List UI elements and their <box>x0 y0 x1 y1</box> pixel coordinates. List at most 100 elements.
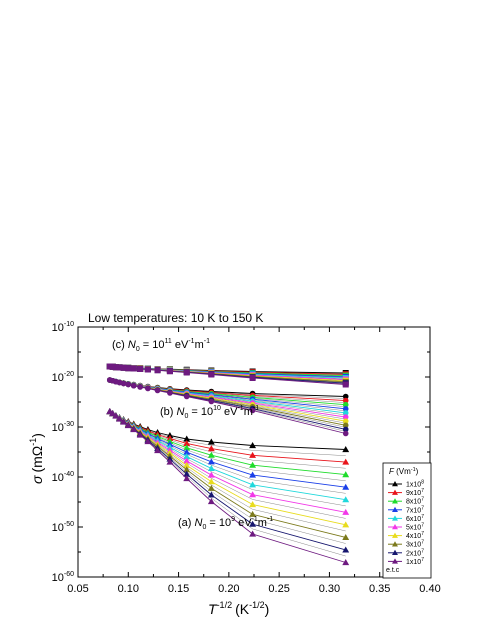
x-tick-label: 0.40 <box>419 583 440 595</box>
data-point <box>144 366 151 373</box>
legend-swatch-marker <box>392 524 398 530</box>
x-tick-label: 0.10 <box>118 583 139 595</box>
data-point <box>249 442 257 449</box>
legend-label: 8x107 <box>406 497 424 506</box>
data-point <box>249 481 257 488</box>
data-point <box>342 458 350 465</box>
legend-swatch-marker <box>392 481 398 487</box>
legend-box <box>382 462 432 579</box>
x-tick-label: 0.35 <box>369 583 390 595</box>
legend-swatch-marker <box>392 515 398 521</box>
data-point <box>116 415 123 422</box>
y-tick-label: 10-60 <box>52 571 74 584</box>
data-point <box>207 491 215 498</box>
data-point <box>249 375 256 381</box>
series-layer <box>106 363 350 566</box>
data-point <box>144 438 152 445</box>
legend-swatch-marker <box>392 489 398 495</box>
axis-ticks <box>77 326 431 578</box>
y-tick-label: 10-50 <box>52 521 74 534</box>
legend-title: F (Vm-1) <box>389 467 419 476</box>
data-point <box>183 470 191 477</box>
data-point <box>342 393 349 400</box>
data-point <box>342 418 349 424</box>
y-tick-label: 10-40 <box>52 471 74 484</box>
data-point <box>166 458 174 465</box>
legend-entries: 1x1089x1078x1077x1076x1075x1074x1073x107… <box>388 480 424 566</box>
data-point <box>154 367 161 374</box>
data-point <box>342 406 349 412</box>
data-point <box>124 422 132 429</box>
data-point <box>183 475 191 482</box>
x-tick-label: 0.20 <box>218 583 239 595</box>
data-point <box>208 371 215 378</box>
data-point <box>183 435 191 442</box>
series-group-0 <box>106 363 349 388</box>
data-point <box>342 410 349 416</box>
data-point <box>342 426 349 433</box>
legend-swatch-marker <box>392 558 398 564</box>
data-point <box>207 458 215 465</box>
data-point <box>183 369 190 376</box>
data-point <box>167 390 173 396</box>
data-point <box>342 401 349 408</box>
y-tick-label: 10-10 <box>52 321 74 334</box>
y-axis-label: σ(mΩ-1) <box>28 433 45 484</box>
data-point <box>183 453 191 460</box>
data-point <box>207 484 215 491</box>
data-point <box>154 447 162 454</box>
data-point <box>166 368 173 375</box>
data-point <box>120 364 127 371</box>
x-tick-label: 0.30 <box>319 583 340 595</box>
legend-label: 1x107 <box>406 557 424 566</box>
data-point <box>249 530 257 537</box>
legend-footer: e.t.c <box>386 567 400 574</box>
legend-label: 4x107 <box>406 531 424 540</box>
plot-area <box>77 326 431 578</box>
data-point <box>249 491 257 498</box>
data-point <box>342 471 350 478</box>
data-point <box>342 422 349 429</box>
data-point <box>137 366 144 372</box>
data-point <box>145 385 151 392</box>
series-line <box>109 411 346 507</box>
data-point <box>207 498 215 505</box>
data-point <box>208 398 215 405</box>
data-point <box>342 414 349 420</box>
data-point <box>342 446 350 453</box>
data-point <box>183 439 191 446</box>
data-point <box>342 381 349 388</box>
data-point <box>125 381 132 388</box>
x-axis-label: T-1/2 (K-1/2) <box>208 600 269 617</box>
legend-label: 5x107 <box>406 523 424 532</box>
data-point <box>342 533 350 540</box>
data-point <box>207 471 215 478</box>
legend: F (Vm-1) 1x1089x1078x1077x1076x1075x1074… <box>382 462 432 579</box>
x-tick-label: 0.15 <box>168 583 189 595</box>
data-point <box>342 496 350 503</box>
legend-swatch-marker <box>392 532 398 538</box>
data-point <box>207 478 215 485</box>
data-point <box>130 365 137 372</box>
data-point <box>249 471 257 478</box>
legend-label: 6x107 <box>406 514 424 523</box>
data-point <box>249 451 257 458</box>
data-point <box>109 363 116 370</box>
data-point <box>183 393 190 400</box>
x-tick-label: 0.25 <box>268 583 289 595</box>
y-tick-labels: 10-60 10-50 10-40 10-30 10-20 10-10 <box>52 321 74 584</box>
series-line <box>109 379 346 402</box>
chart-title: Low temperatures: 10 K to 150 K <box>88 311 263 325</box>
series-line <box>109 411 346 494</box>
data-point <box>137 384 143 390</box>
legend-label: 2x107 <box>406 548 424 557</box>
data-point <box>207 445 215 452</box>
data-point <box>183 448 191 455</box>
x-tick-labels: 0.05 0.10 0.15 0.20 0.25 0.30 0.35 0.40 <box>67 583 440 595</box>
legend-swatch-marker <box>392 498 398 504</box>
legend-swatch-marker <box>392 549 398 556</box>
series-group-1 <box>106 377 349 437</box>
y-tick-label: 10-20 <box>52 371 74 384</box>
data-point <box>207 464 215 472</box>
